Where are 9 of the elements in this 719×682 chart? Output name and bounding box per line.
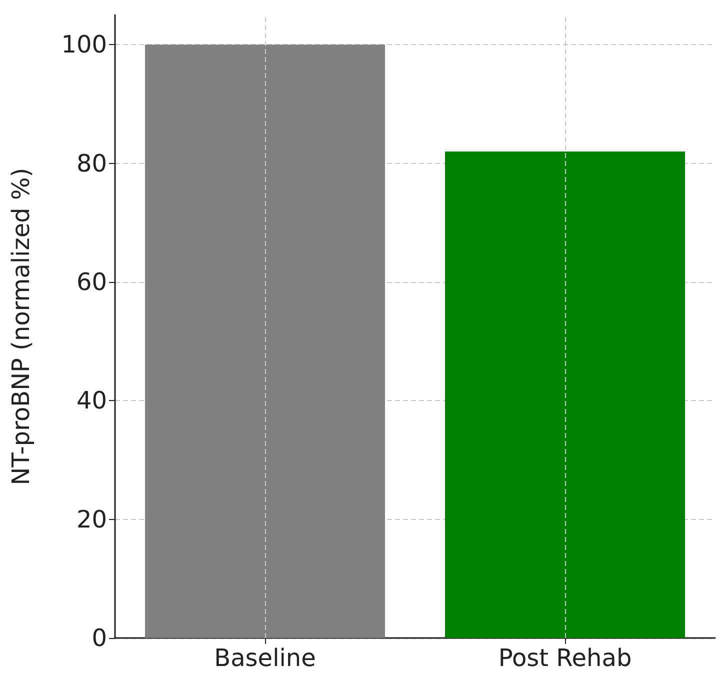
y-tick-label: 20 xyxy=(76,505,107,534)
y-axis-title: NT-proBNP (normalized %) xyxy=(7,168,35,486)
y-tick-label: 100 xyxy=(61,30,107,59)
y-tick-label: 80 xyxy=(76,149,107,178)
y-tick-label: 0 xyxy=(92,624,107,652)
y-tick-label: 40 xyxy=(76,386,107,415)
y-tick-label: 60 xyxy=(76,268,107,296)
x-tick-label: Baseline xyxy=(214,644,316,672)
x-tick-label: Post Rehab xyxy=(498,644,632,672)
